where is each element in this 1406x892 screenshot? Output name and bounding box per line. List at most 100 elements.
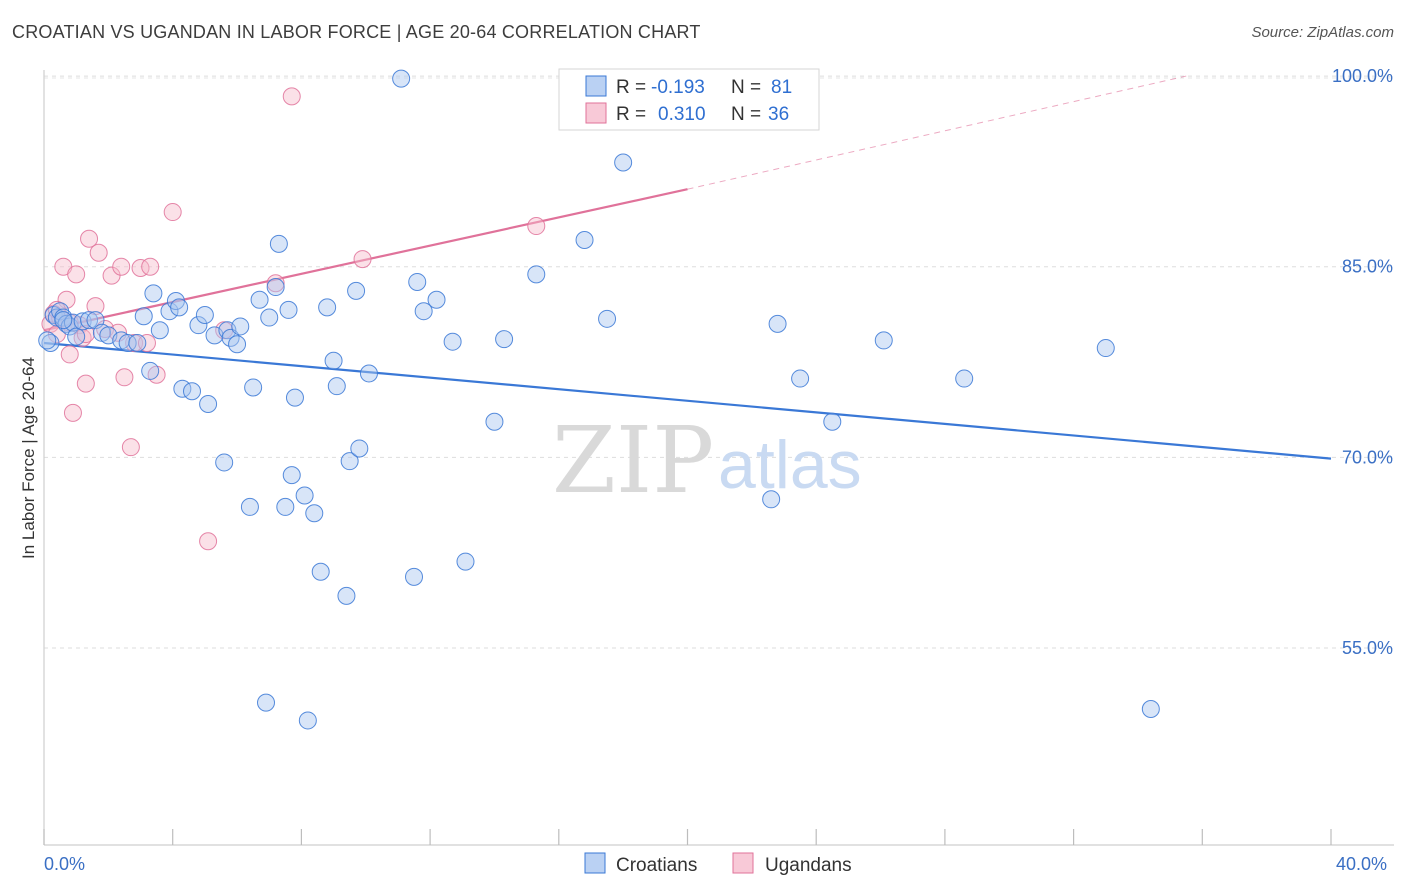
ugandans-point-12 bbox=[80, 229, 99, 248]
croatians-point-69 bbox=[598, 309, 617, 328]
croatians-point-71 bbox=[762, 490, 781, 509]
croatians-point-35 bbox=[240, 497, 259, 516]
croatians-point-15 bbox=[118, 333, 137, 352]
legend-r-value-1: -0.193 bbox=[651, 77, 705, 98]
legend-n-label-2: N = bbox=[731, 104, 761, 125]
ugandans-point-14 bbox=[89, 243, 108, 262]
croatians-points bbox=[38, 69, 1160, 730]
x-tick-label-max: 40.0% bbox=[1336, 854, 1387, 874]
trend-lines bbox=[43, 75, 1332, 460]
croatians-point-63 bbox=[443, 332, 462, 351]
bottom-legend-label-ugandans: Ugandans bbox=[765, 855, 852, 876]
chart-title: CROATIAN VS UGANDAN IN LABOR FORCE | AGE… bbox=[12, 22, 701, 42]
croatians-point-74 bbox=[823, 412, 842, 431]
y-axis-label: In Labor Force | Age 20-64 bbox=[19, 357, 38, 559]
croatians-point-56 bbox=[350, 439, 369, 458]
croatians-point-9 bbox=[73, 312, 92, 331]
croatians-point-76 bbox=[955, 369, 974, 388]
ugandans-point-23 bbox=[137, 333, 156, 352]
croatians-point-54 bbox=[340, 452, 359, 471]
croatians-point-58 bbox=[392, 69, 411, 88]
legend-swatch-ugandans bbox=[585, 102, 607, 124]
croatians-point-80 bbox=[54, 311, 73, 330]
croatians-point-64 bbox=[456, 552, 475, 571]
croatians-point-52 bbox=[327, 377, 346, 396]
croatians-point-41 bbox=[269, 234, 288, 253]
croatians-point-47 bbox=[305, 504, 324, 523]
source-label: Source: ZipAtlas.com bbox=[1251, 24, 1394, 41]
croatians-point-62 bbox=[427, 290, 446, 309]
croatians-point-33 bbox=[228, 335, 247, 354]
y-axis-tick-labels: 55.0% 70.0% 85.0% 100.0% bbox=[1332, 66, 1393, 658]
legend-r-value-2: 0.310 bbox=[658, 104, 706, 125]
ugandans-point-24 bbox=[141, 257, 160, 276]
y-tick-label-1: 70.0% bbox=[1342, 447, 1393, 467]
croatians-point-34 bbox=[231, 317, 250, 336]
croatians-point-42 bbox=[276, 497, 295, 516]
legend-r-label-1: R = bbox=[616, 77, 646, 98]
ugandans-point-32 bbox=[527, 217, 546, 236]
croatians-point-51 bbox=[324, 351, 343, 370]
croatians-point-50 bbox=[298, 711, 317, 730]
croatians-point-75 bbox=[874, 331, 893, 350]
croatians-point-39 bbox=[260, 308, 279, 327]
ugandans-point-30 bbox=[282, 87, 301, 106]
croatians-point-57 bbox=[359, 364, 378, 383]
series-legend: Croatians Ugandans bbox=[584, 852, 852, 876]
axes bbox=[43, 70, 1394, 846]
croatians-point-49 bbox=[318, 298, 337, 317]
ugandans-point-31 bbox=[353, 250, 372, 269]
croatians-point-21 bbox=[160, 302, 179, 321]
ugandans-point-11 bbox=[76, 374, 95, 393]
croatians-point-16 bbox=[128, 333, 147, 352]
trendline-croatians bbox=[43, 341, 1332, 460]
croatians-point-55 bbox=[347, 281, 366, 300]
ugandans-point-27 bbox=[199, 532, 218, 551]
croatians-point-44 bbox=[282, 466, 301, 485]
croatians-point-66 bbox=[495, 330, 514, 349]
croatians-point-53 bbox=[337, 586, 356, 605]
croatians-point-19 bbox=[141, 361, 160, 380]
y-tick-label-3: 100.0% bbox=[1332, 66, 1393, 86]
croatians-point-72 bbox=[768, 314, 787, 333]
x-axis-ticks bbox=[43, 829, 1332, 845]
croatians-point-8 bbox=[67, 327, 86, 346]
croatians-point-73 bbox=[791, 369, 810, 388]
croatians-point-28 bbox=[199, 394, 218, 413]
ugandans-point-18 bbox=[112, 257, 131, 276]
ugandans-point-19 bbox=[115, 368, 134, 387]
ugandans-point-29 bbox=[266, 274, 285, 293]
ugandans-point-7 bbox=[63, 403, 82, 422]
legend-n-value-1: 81 bbox=[771, 77, 792, 98]
stats-legend: R = -0.193 N = 81 R = 0.310 N = 36 bbox=[558, 68, 820, 131]
croatians-point-30 bbox=[215, 453, 234, 472]
croatians-point-46 bbox=[295, 486, 314, 505]
croatians-point-60 bbox=[408, 272, 427, 291]
ugandans-point-26 bbox=[163, 203, 182, 222]
watermark-atlas: atlas bbox=[718, 427, 862, 503]
legend-n-value-2: 36 bbox=[768, 104, 789, 125]
ugandans-point-8 bbox=[67, 265, 86, 284]
croatians-point-59 bbox=[405, 567, 424, 586]
ugandans-point-6 bbox=[60, 345, 79, 364]
ugandans-point-20 bbox=[121, 438, 140, 457]
croatians-point-65 bbox=[485, 412, 504, 431]
croatians-point-18 bbox=[134, 307, 153, 326]
legend-swatch-croatians bbox=[585, 75, 607, 97]
y-tick-label-0: 55.0% bbox=[1342, 638, 1393, 658]
croatians-point-77 bbox=[1096, 339, 1115, 358]
ugandans-point-22 bbox=[131, 258, 150, 277]
bottom-legend-swatch-croatians bbox=[584, 852, 606, 874]
trendline-ugandans bbox=[43, 188, 688, 332]
croatians-point-20 bbox=[150, 321, 169, 340]
croatians-point-36 bbox=[244, 378, 263, 397]
croatians-point-68 bbox=[575, 231, 594, 250]
trendline-ugandans-extension bbox=[687, 75, 1187, 190]
croatians-point-70 bbox=[614, 153, 633, 172]
croatians-point-27 bbox=[195, 306, 214, 325]
croatians-point-37 bbox=[250, 290, 269, 309]
croatians-point-23 bbox=[170, 298, 189, 317]
croatians-point-25 bbox=[183, 382, 202, 401]
croatians-point-17 bbox=[144, 284, 163, 303]
croatians-point-26 bbox=[189, 316, 208, 335]
